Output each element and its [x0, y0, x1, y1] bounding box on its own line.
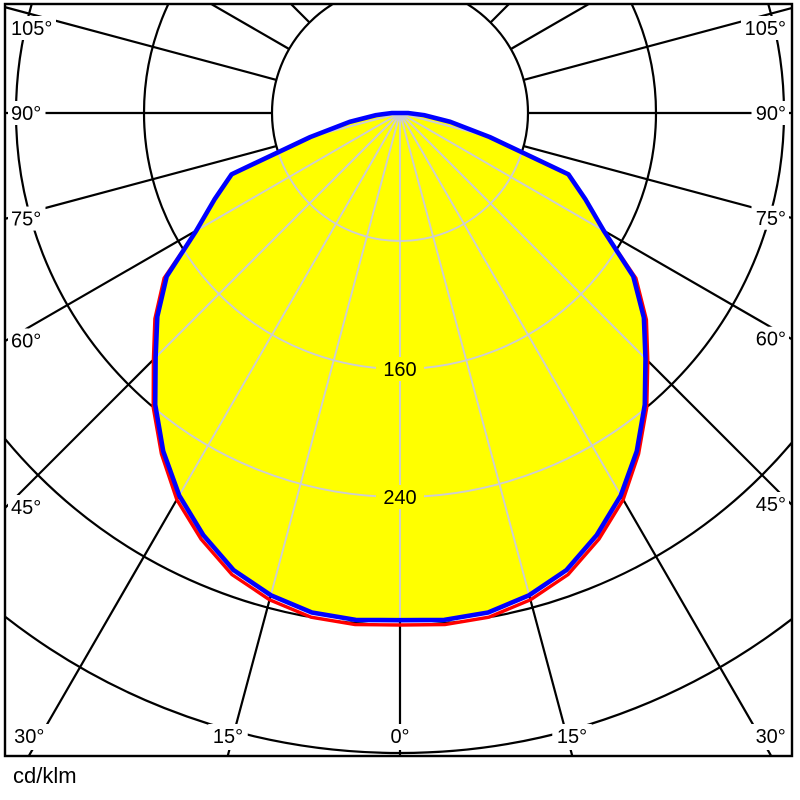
diagram-labels: 105° 90° 75° 60° 45° 30° 15° 0° 15° 30° 45° 60° 75° 9…: [8, 16, 791, 750]
label-mask: [751, 101, 789, 125]
curve-c0-c180: [152, 110, 648, 623]
label-mask: [750, 724, 791, 750]
label-mask: [8, 328, 46, 353]
label-mask: [741, 16, 789, 40]
angle-label: 30°: [756, 726, 786, 748]
label-mask: [8, 101, 46, 125]
angle-label: 60°: [11, 331, 41, 353]
ring-label-mask: [376, 485, 424, 509]
ring-label-mask: [376, 357, 424, 381]
angle-label: 45°: [756, 494, 786, 516]
ring-value-label: 240: [383, 487, 416, 509]
label-mask: [751, 326, 789, 351]
ring-value-label: 160: [383, 359, 416, 381]
label-mask: [552, 724, 592, 750]
angle-label: 0°: [390, 726, 409, 748]
angle-label: 45°: [11, 497, 41, 519]
diagram-frame: [3, 2, 794, 758]
label-mask: [385, 724, 415, 750]
label-mask: [9, 724, 50, 750]
angle-label: 15°: [213, 726, 243, 748]
angle-label: 90°: [756, 103, 786, 125]
angle-label: 105°: [745, 18, 786, 40]
label-mask: [8, 495, 46, 519]
angle-label: 105°: [11, 18, 52, 40]
label-mask: [8, 16, 56, 40]
angle-label: 75°: [756, 208, 786, 230]
label-mask: [8, 206, 46, 231]
angle-label: 60°: [756, 329, 786, 351]
angle-label: 30°: [14, 726, 44, 748]
angle-label: 75°: [11, 209, 41, 231]
label-mask: [751, 205, 789, 230]
label-mask: [751, 492, 789, 516]
angle-label: 90°: [11, 103, 41, 125]
angle-label: 15°: [557, 726, 587, 748]
units-label: cd/klm: [13, 763, 77, 788]
label-mask: [208, 724, 248, 750]
